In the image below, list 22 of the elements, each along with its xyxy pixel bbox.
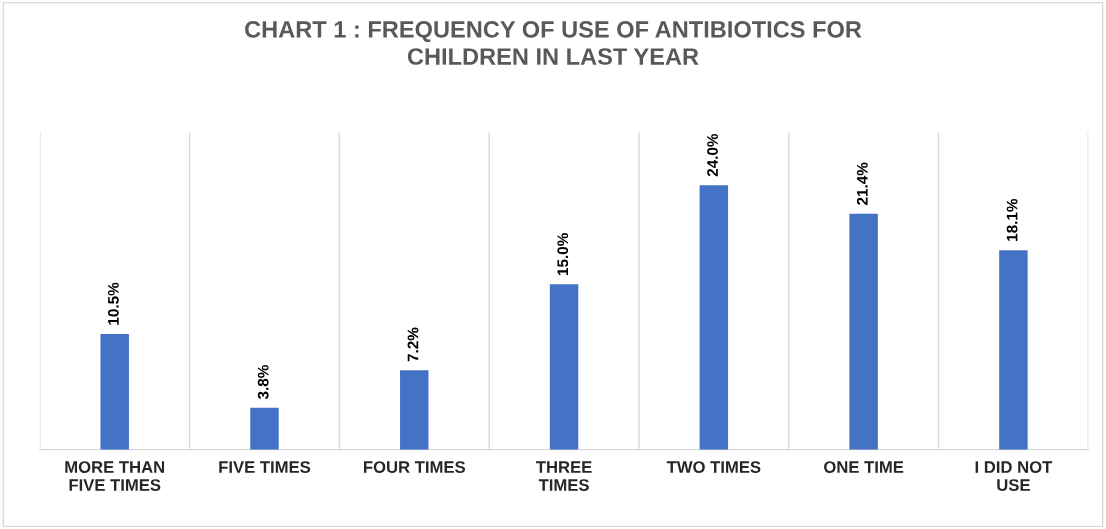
x-tick-label: ONE TIME [824, 461, 904, 473]
data-label: 24.0% [707, 133, 718, 177]
x-tick-label: TWO TIMES [666, 461, 761, 473]
x-tick-label: I DID NOT USE [975, 461, 1053, 491]
x-tick-label: FIVE TIMES [219, 461, 311, 473]
x-tick-label: FOUR TIMES [364, 461, 466, 473]
bar [999, 250, 1028, 450]
data-label: 21.4% [856, 162, 868, 205]
data-label: 15.0% [557, 233, 569, 276]
bar [400, 370, 429, 450]
x-tick-label: MORE THAN FIVE TIMES [65, 461, 165, 491]
chart-title: CHART 1 : FREQUENCY OF USE OF ANTIBIOTICS FOR CHILDREN IN LAST YEAR [245, 21, 862, 65]
bar [100, 333, 129, 450]
bar [699, 185, 729, 450]
bar [849, 213, 878, 450]
bar [250, 407, 279, 450]
data-label: 7.2% [407, 327, 419, 362]
data-label: 10.5% [107, 282, 119, 325]
x-tick-label: THREE TIMES [536, 461, 592, 491]
data-label: 18.1% [1006, 198, 1018, 241]
bar [549, 284, 579, 450]
data-label: 3.8% [257, 365, 269, 400]
